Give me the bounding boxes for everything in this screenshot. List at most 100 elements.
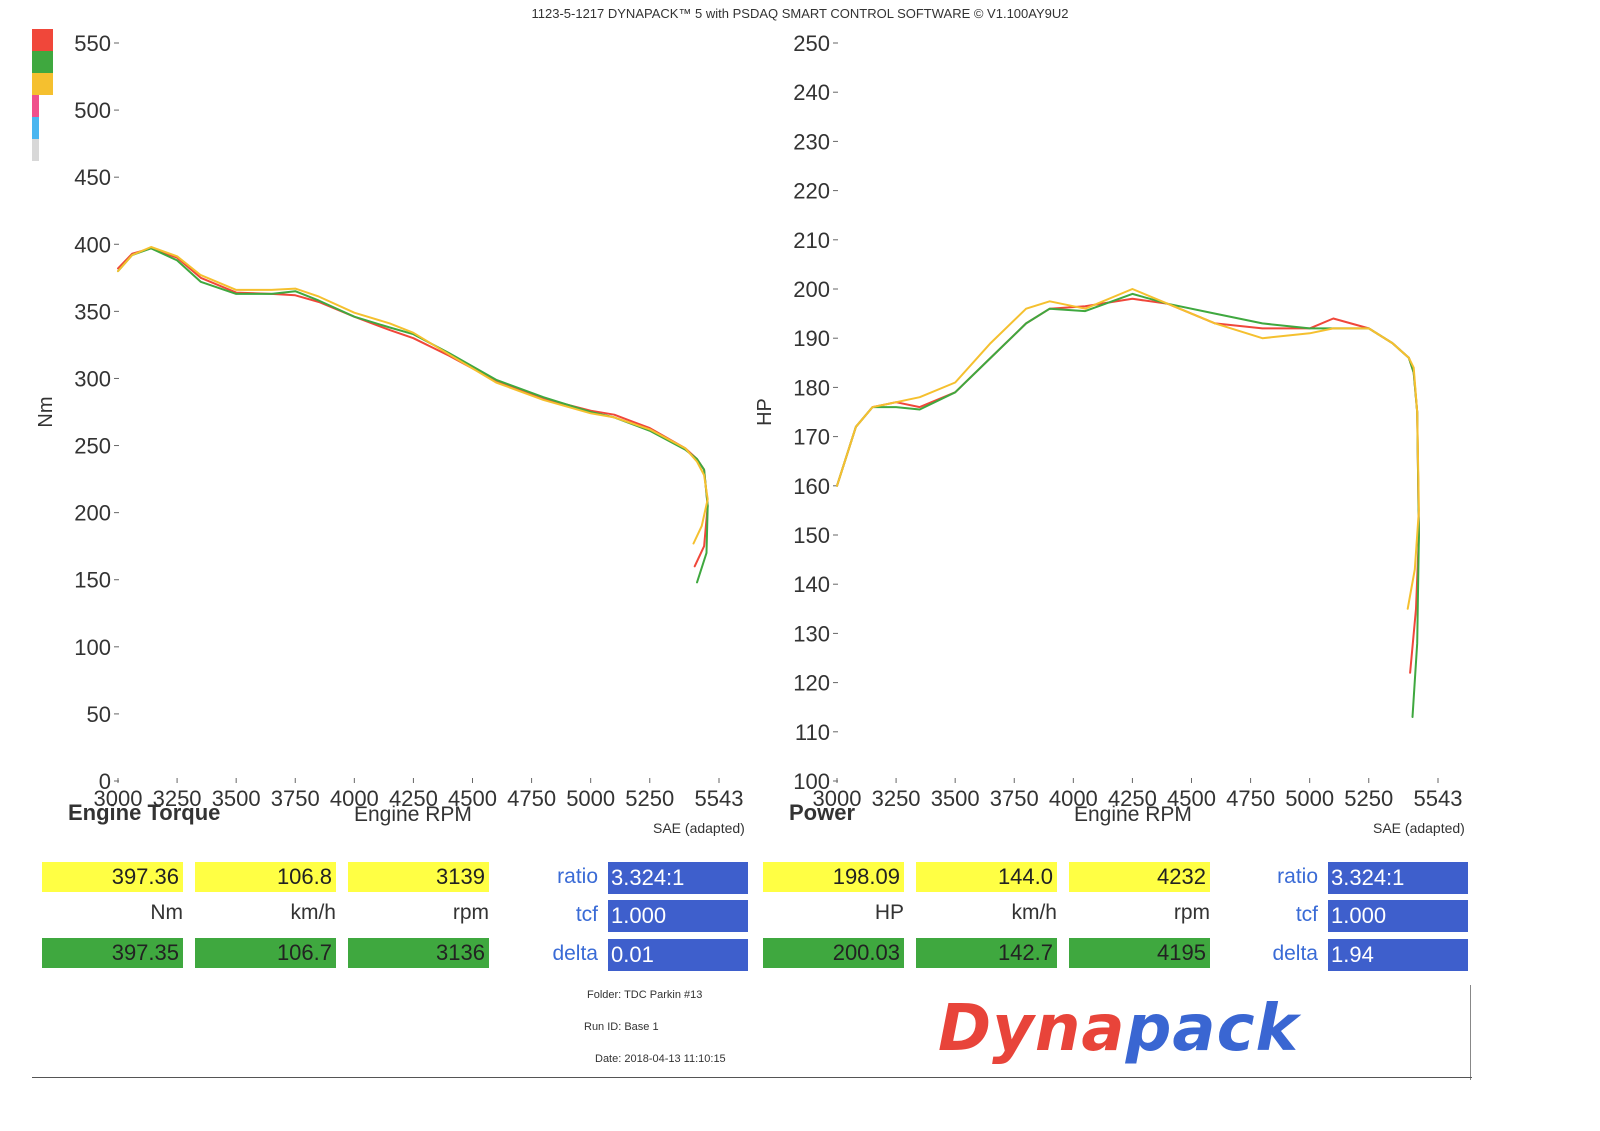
run-id-info: Run ID: Base 1 (584, 1021, 659, 1033)
power-ytick-label: 160 (793, 474, 830, 499)
torque-xtick-label: 4000 (330, 786, 379, 811)
torque-param-delta-value: 0.01 (608, 939, 748, 971)
torque-yaxis-label: Nm (35, 396, 57, 427)
power-green-rpm: 4195 (1069, 938, 1210, 968)
torque-xtick-label: 3000 (94, 786, 143, 811)
power-ytick-label: 150 (793, 523, 830, 548)
legend-swatch-gray (32, 139, 39, 161)
date-info: Date: 2018-04-13 11:10:15 (595, 1053, 726, 1065)
power-xtick-label: 5543 (1414, 786, 1463, 811)
legend-swatch-green (32, 51, 53, 73)
torque-xtick-label: 4250 (389, 786, 438, 811)
power-ytick-label: 130 (793, 621, 830, 646)
power-param-tcf-value: 1.000 (1328, 900, 1468, 932)
power-unit-hp: HP (874, 901, 904, 924)
power-ytick-label: 220 (793, 179, 830, 204)
torque-param-ratio-value: 3.324:1 (608, 862, 748, 894)
legend-swatch-red (32, 29, 53, 51)
torque-ytick-label: 0 (99, 769, 111, 794)
power-series-line-3 (836, 288, 1420, 610)
power-xtick-label: 3500 (931, 786, 980, 811)
torque-rpm-label: Engine RPM (354, 803, 472, 826)
torque-title: Engine Torque (68, 800, 221, 825)
power-xtick-label: 4500 (1167, 786, 1216, 811)
torque-param-ratio-label: ratio (557, 865, 598, 888)
torque-unit-rpm: rpm (452, 901, 489, 924)
legend-swatch-yellow (32, 73, 53, 95)
torque-xtick-label: 4750 (507, 786, 556, 811)
torque-series-line-2 (117, 247, 709, 584)
power-ytick-label: 210 (793, 228, 830, 253)
torque-ytick-label: 300 (74, 366, 111, 391)
torque-ytick-label: 450 (74, 165, 111, 190)
torque-ytick-label: 50 (87, 702, 111, 727)
power-xtick-label: 3000 (813, 786, 862, 811)
power-ytick-label: 180 (793, 375, 830, 400)
power-ytick-label: 140 (793, 572, 830, 597)
power-ytick-label: 110 (795, 720, 830, 745)
power-title: Power (789, 800, 856, 825)
legend-swatch-blue (32, 117, 39, 139)
torque-ytick-label: 100 (74, 635, 111, 660)
power-green-hp: 200.03 (763, 938, 904, 968)
logo-part-1: Dyna (938, 992, 1126, 1066)
torque-series-line-3 (117, 246, 709, 545)
torque-xtick-label: 3500 (212, 786, 261, 811)
power-yellow-hp: 198.09 (763, 862, 904, 892)
power-ytick-label: 230 (793, 129, 830, 154)
power-param-tcf-label: tcf (1295, 903, 1318, 926)
torque-unit-nm: Nm (150, 901, 183, 924)
power-ytick-label: 100 (793, 769, 830, 794)
power-yellow-kmh: 144.0 (916, 862, 1057, 892)
torque-param-delta-label: delta (552, 942, 598, 965)
torque-xtick-label: 3750 (271, 786, 320, 811)
power-yaxis-label: HP (754, 398, 776, 426)
torque-ytick-label: 200 (74, 501, 111, 526)
power-series-line-1 (836, 297, 1420, 674)
torque-ytick-label: 350 (74, 299, 111, 324)
torque-yellow-kmh: 106.8 (195, 862, 336, 892)
torque-xtick-label: 5000 (566, 786, 615, 811)
folder-info: Folder: TDC Parkin #13 (587, 989, 703, 1001)
torque-yellow-nm: 397.36 (42, 862, 183, 892)
power-green-kmh: 142.7 (916, 938, 1057, 968)
logo-part-2: pack (1125, 992, 1300, 1066)
power-xtick-label: 4250 (1108, 786, 1157, 811)
legend-swatch-pink (32, 95, 39, 117)
torque-ytick-label: 550 (74, 31, 111, 56)
torque-green-nm: 397.35 (42, 938, 183, 968)
power-ytick-label: 190 (793, 326, 830, 351)
power-ytick-label: 250 (793, 31, 830, 56)
power-yellow-rpm: 4232 (1069, 862, 1210, 892)
torque-sae-label: SAE (adapted) (653, 820, 745, 836)
torque-unit-kmh: km/h (290, 901, 336, 924)
power-ytick-label: 200 (793, 277, 830, 302)
power-unit-kmh: km/h (1011, 901, 1057, 924)
torque-xtick-label: 5543 (695, 786, 744, 811)
report-header: 1123-5-1217 DYNAPACK™ 5 with PSDAQ SMART… (531, 6, 1069, 21)
torque-param-tcf-value: 1.000 (608, 900, 748, 932)
power-ytick-label: 240 (793, 80, 830, 105)
power-param-ratio-label: ratio (1277, 865, 1318, 888)
torque-xtick-label: 5250 (625, 786, 674, 811)
power-xtick-label: 4000 (1049, 786, 1098, 811)
power-xtick-label: 3750 (990, 786, 1039, 811)
power-rpm-label: Engine RPM (1074, 803, 1192, 826)
footer-rule (32, 1077, 1472, 1078)
power-xtick-label: 5000 (1285, 786, 1334, 811)
power-param-delta-label: delta (1272, 942, 1318, 965)
torque-ytick-label: 250 (74, 434, 111, 459)
power-param-ratio-value: 3.324:1 (1328, 862, 1468, 894)
torque-series-line-1 (117, 247, 709, 568)
power-xtick-label: 3250 (872, 786, 921, 811)
torque-xtick-label: 3250 (153, 786, 202, 811)
torque-ytick-label: 500 (74, 98, 111, 123)
torque-green-rpm: 3136 (348, 938, 489, 968)
power-ytick-label: 120 (793, 671, 830, 696)
power-xtick-label: 4750 (1226, 786, 1275, 811)
power-xtick-label: 5250 (1344, 786, 1393, 811)
torque-yellow-rpm: 3139 (348, 862, 489, 892)
torque-ytick-label: 150 (74, 568, 111, 593)
torque-param-tcf-label: tcf (575, 903, 598, 926)
